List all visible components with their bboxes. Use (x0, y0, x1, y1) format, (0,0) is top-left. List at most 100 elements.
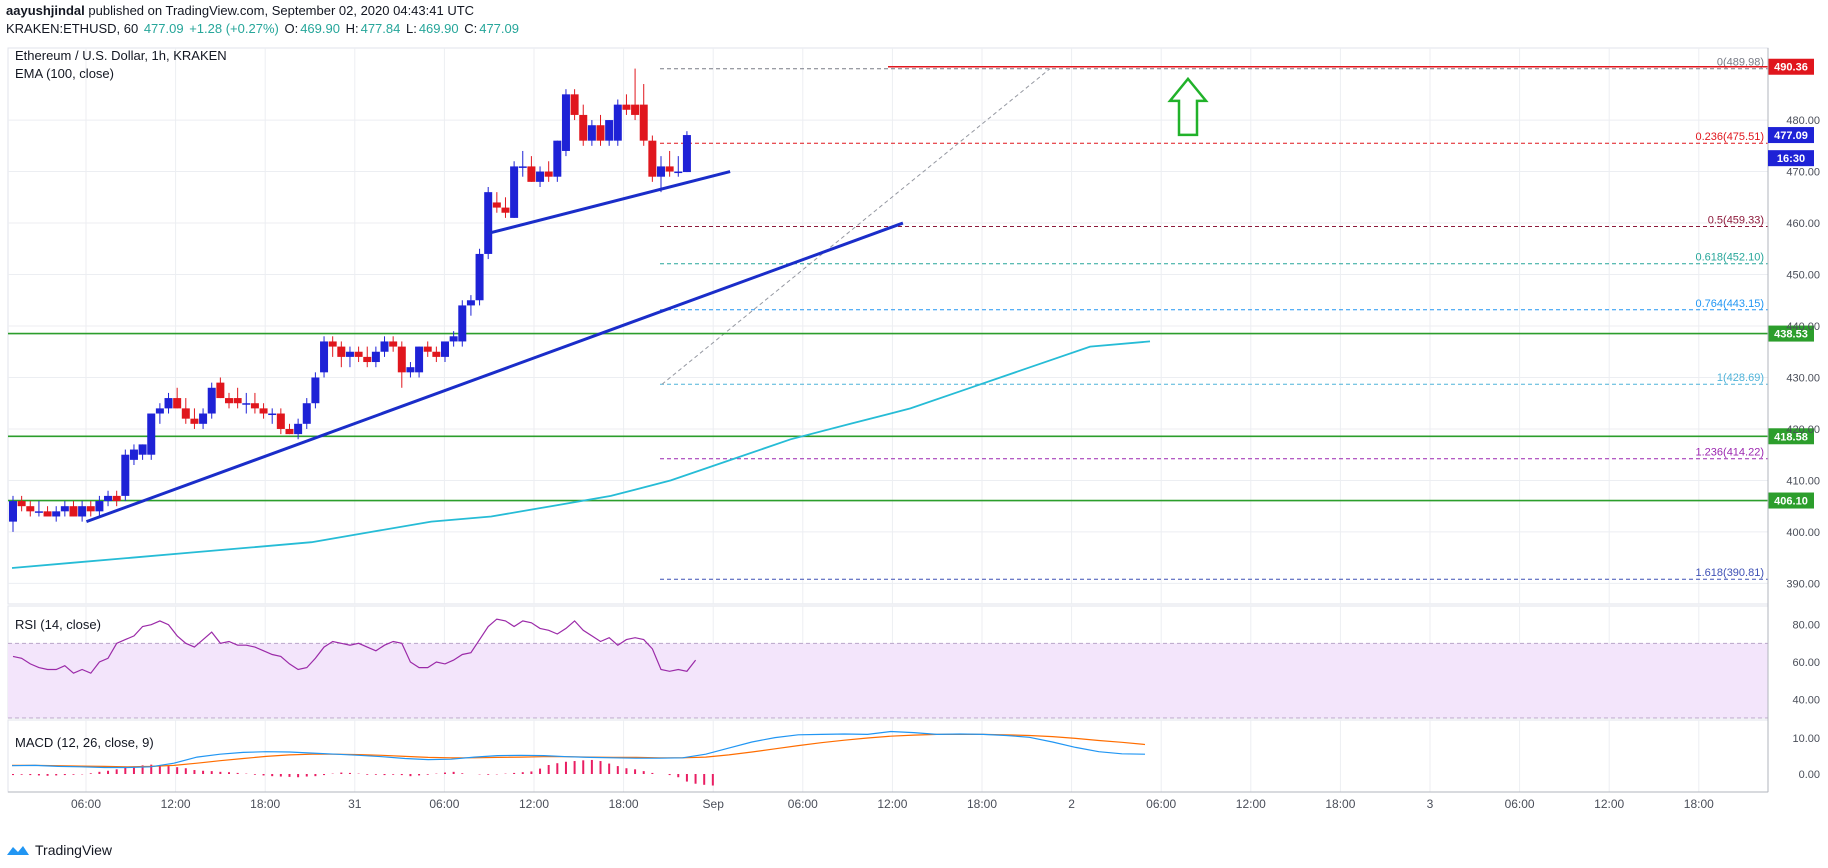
axes: 06:00 12:00 18:00 31 06:00 12:00 18:00 Sep 06:00… (8, 48, 1820, 811)
candle-down (596, 125, 605, 141)
candle-up (320, 341, 329, 373)
candle-up (207, 387, 216, 414)
y-tick-label: 460.00 (1786, 218, 1820, 230)
level-price-tag (1768, 428, 1814, 445)
up-arrow-icon[interactable] (1167, 76, 1209, 137)
close-value: 477.09 (479, 21, 519, 36)
candle-up (294, 423, 303, 435)
candle-up (242, 403, 251, 405)
candle-down (363, 356, 372, 363)
candle-down (250, 403, 259, 409)
candle-up (155, 408, 164, 414)
publisher-line: aayushjindal published on TradingView.co… (6, 3, 474, 18)
candle-up (510, 166, 519, 218)
x-tick-label: 12:00 (161, 797, 191, 811)
candle-down (173, 398, 182, 409)
chart-canvas[interactable]: 0(489.98) 0.236(475.51) 0.5(459.33) 0.618(4… (0, 38, 1828, 844)
candle-down (69, 506, 78, 517)
candle-down (181, 408, 190, 419)
candles[interactable] (9, 68, 691, 532)
price-tag-label: 16:30 (1777, 153, 1805, 165)
x-tick-label: 18:00 (250, 797, 280, 811)
fib-level-label: 0.764(443.15) (1696, 298, 1765, 310)
candle-down (216, 382, 225, 399)
candle-up (121, 454, 130, 496)
rsi-band (8, 643, 1768, 718)
level-price-label: 406.10 (1774, 496, 1808, 508)
candle-up (536, 171, 545, 182)
x-tick-label: 06:00 (71, 797, 101, 811)
last-price: 477.09 (143, 21, 184, 36)
candle-up (60, 506, 69, 512)
y-tick-label: 390.00 (1786, 578, 1820, 590)
fib-level-label: 1.236(414.22) (1696, 447, 1765, 459)
candle-up (104, 495, 113, 502)
level-price-label: 438.53 (1774, 329, 1808, 341)
level-price-label: 418.58 (1774, 431, 1808, 443)
candle-down (328, 341, 337, 347)
published-text: published on TradingView.com, September … (88, 3, 475, 18)
level-price-tag (1768, 58, 1814, 75)
x-tick-label: 06:00 (1146, 797, 1176, 811)
candle-up (449, 336, 458, 342)
x-tick-label: 31 (348, 797, 362, 811)
y-tick-label: 480.00 (1786, 115, 1820, 127)
chart-title: Ethereum / U.S. Dollar, 1h, KRAKEN (15, 48, 227, 63)
author-name[interactable]: aayushjindal (6, 3, 85, 18)
y-tick-label: 470.00 (1786, 167, 1820, 179)
rsi-tick-label: 40.00 (1792, 694, 1820, 706)
candle-up (406, 367, 415, 373)
candle-down (225, 398, 233, 404)
fibonacci-retracement[interactable]: 0(489.98) 0.236(475.51) 0.5(459.33) 0.618(4… (660, 57, 1768, 580)
symbol-label: KRAKEN:ETHUSD, 60 (6, 21, 139, 36)
candle-down (112, 495, 121, 502)
ema-line (11, 340, 1151, 569)
candle-down (432, 351, 441, 357)
close-label: C: (464, 21, 478, 36)
candle-up (95, 501, 104, 512)
candle-down (259, 408, 268, 414)
candle-down (527, 166, 536, 182)
candle-up (682, 135, 691, 173)
candle-up (613, 104, 622, 141)
y-tick-label: 420.00 (1786, 424, 1820, 436)
level-price-tag (1768, 325, 1814, 342)
x-tick-label: 18:00 (609, 797, 639, 811)
trendlines[interactable] (85, 170, 904, 524)
x-tick-label: 3 (1427, 797, 1434, 811)
ema-legend: EMA (100, close) (15, 66, 114, 81)
candle-down (579, 114, 588, 141)
x-tick-label: 18:00 (967, 797, 997, 811)
candle-down (622, 104, 631, 110)
candle-down (492, 202, 501, 208)
candle-up (518, 166, 527, 168)
candle-down (285, 428, 294, 435)
candle-down (276, 413, 285, 429)
footer-brand[interactable]: TradingView (35, 842, 113, 858)
candle-down (544, 171, 553, 177)
x-tick-label: 12:00 (1236, 797, 1266, 811)
candle-down (648, 140, 657, 177)
low-label: L: (405, 21, 417, 36)
x-tick-label: 18:00 (1325, 797, 1355, 811)
fib-level-label: 1.618(390.81) (1696, 567, 1765, 579)
price-tag-box (1768, 127, 1814, 144)
y-tick-label: 410.00 (1786, 475, 1820, 487)
candle-down (389, 341, 398, 347)
level-price-tag (1768, 492, 1814, 509)
trendline (85, 221, 904, 524)
horizontal-levels[interactable]: 438.53 418.58 406.10 490.36 (8, 58, 1814, 509)
open-value: 469.90 (300, 21, 340, 36)
candle-up (466, 300, 475, 306)
candle-up (380, 341, 389, 352)
candle-down (233, 398, 242, 404)
candle-down (43, 511, 52, 517)
candle-down (190, 418, 199, 424)
rsi-line (12, 618, 697, 674)
candle-up (147, 413, 156, 455)
candle-up (587, 125, 596, 141)
candle-up (484, 192, 493, 254)
candle-down (570, 94, 579, 115)
x-tick-label: 12:00 (877, 797, 907, 811)
candle-up (553, 140, 562, 177)
